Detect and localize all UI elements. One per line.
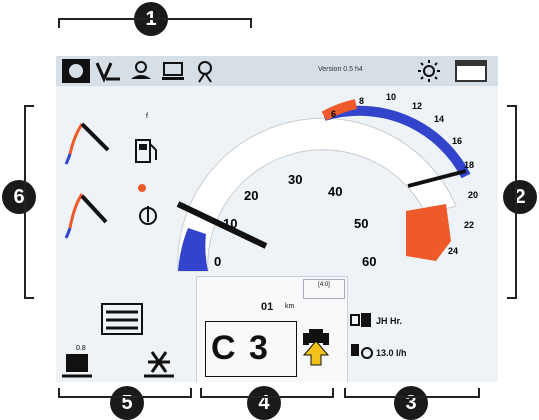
speed-tick: 0 bbox=[214, 254, 221, 269]
fuel-rate-value: 13.0 l/h bbox=[376, 348, 407, 358]
window-icon[interactable] bbox=[454, 59, 488, 83]
hour-meter-icon bbox=[350, 313, 371, 327]
callout-6: 6 bbox=[2, 180, 36, 214]
tractor-arrow-icon bbox=[302, 329, 330, 366]
fuel-icon bbox=[135, 139, 157, 163]
rpm-tick: 24 bbox=[448, 246, 458, 256]
speed-tick: 40 bbox=[328, 184, 342, 199]
bracket-bottom-5 bbox=[58, 388, 192, 398]
callout-3: 3 bbox=[394, 386, 428, 420]
rpm-tick: 20 bbox=[468, 190, 478, 200]
lift-small-label: 0.8 bbox=[76, 345, 86, 352]
panel-top-box: [4:0] bbox=[303, 279, 345, 299]
dashboard-screen: Version 0.5 h4 0 10 20 30 40 50 60 bbox=[56, 56, 498, 382]
bracket-bottom-4 bbox=[200, 388, 334, 398]
callout-5: 5 bbox=[110, 386, 144, 420]
hours-value: JH Hr. bbox=[376, 316, 403, 326]
speed-tick: 50 bbox=[354, 216, 368, 231]
speed-tick: 60 bbox=[362, 254, 376, 269]
screen-icon[interactable] bbox=[160, 59, 186, 83]
coolant-temp-icon bbox=[139, 206, 157, 225]
rpm-tick: 6 bbox=[331, 109, 336, 119]
distance-unit: km bbox=[285, 303, 295, 310]
bracket-bottom-3 bbox=[344, 388, 480, 398]
rpm-tick: 14 bbox=[434, 114, 444, 124]
rpm-gauge-red-arc bbox=[321, 99, 358, 121]
speed-needle bbox=[176, 201, 268, 249]
rpm-tick: 16 bbox=[452, 136, 462, 146]
rpm-tick: 10 bbox=[386, 92, 396, 102]
fuel-rate-icon bbox=[351, 344, 373, 359]
bracket-right bbox=[507, 105, 517, 299]
rpm-tick: 22 bbox=[464, 220, 474, 230]
lift-icon[interactable] bbox=[62, 354, 92, 378]
fuel-gauge-arc-low bbox=[64, 153, 72, 165]
speed-gauge-face bbox=[177, 117, 457, 272]
temp-gauge-needle bbox=[80, 194, 108, 224]
temp-gauge-arc bbox=[68, 193, 84, 229]
fuel-gauge-arc bbox=[68, 123, 84, 155]
rpm-needle bbox=[407, 169, 467, 188]
callout-4: 4 bbox=[247, 386, 281, 420]
antenna-icon[interactable] bbox=[192, 59, 218, 83]
settings-sliders-icon[interactable] bbox=[101, 303, 143, 335]
v-mark-icon[interactable] bbox=[94, 59, 122, 83]
callout-2: 2 bbox=[503, 180, 537, 214]
rpm-gauge-red-zone bbox=[406, 204, 451, 261]
bracket-top bbox=[58, 18, 252, 28]
rpm-tick: 18 bbox=[464, 160, 474, 170]
gear-label: C 3 bbox=[211, 329, 270, 367]
hitch-icon[interactable] bbox=[144, 351, 174, 378]
temp-gauge-arc-low bbox=[64, 227, 72, 239]
speed-gauge-blue-arc bbox=[178, 228, 208, 271]
info-panel: JH Hr. 13.0 l/h bbox=[346, 296, 496, 382]
sun-icon[interactable] bbox=[416, 59, 442, 83]
distance-value: 01 bbox=[261, 301, 274, 313]
rpm-tick: 12 bbox=[412, 101, 422, 111]
gauge-area: 0 10 20 30 40 50 60 6 8 10 12 14 16 18 2… bbox=[62, 92, 478, 378]
fuel-gauge-needle bbox=[80, 122, 110, 152]
bracket-left bbox=[24, 105, 34, 299]
top-status-bar: Version 0.5 h4 bbox=[56, 56, 498, 86]
fuel-small-label: f bbox=[146, 113, 148, 120]
person-icon[interactable] bbox=[128, 59, 154, 83]
circle-icon[interactable] bbox=[62, 59, 90, 83]
speed-tick: 20 bbox=[244, 188, 258, 203]
rpm-tick: 8 bbox=[359, 96, 364, 106]
gear-panel: [4:0] 01 km C 3 bbox=[196, 276, 348, 382]
version-text: Version 0.5 h4 bbox=[318, 66, 363, 73]
speed-tick: 30 bbox=[288, 172, 302, 187]
temp-warning-dot bbox=[138, 184, 146, 192]
gear-box bbox=[205, 321, 297, 377]
